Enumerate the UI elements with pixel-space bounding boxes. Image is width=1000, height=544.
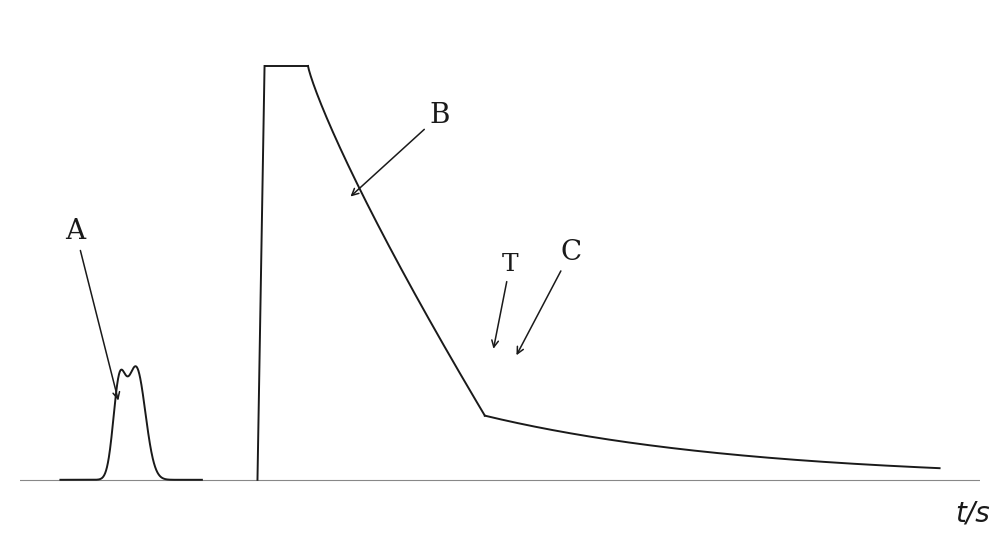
Text: B: B	[352, 102, 450, 195]
Text: T: T	[492, 253, 518, 347]
Text: A: A	[66, 218, 120, 399]
Text: C: C	[517, 239, 581, 354]
Text: t/s: t/s	[955, 499, 990, 528]
